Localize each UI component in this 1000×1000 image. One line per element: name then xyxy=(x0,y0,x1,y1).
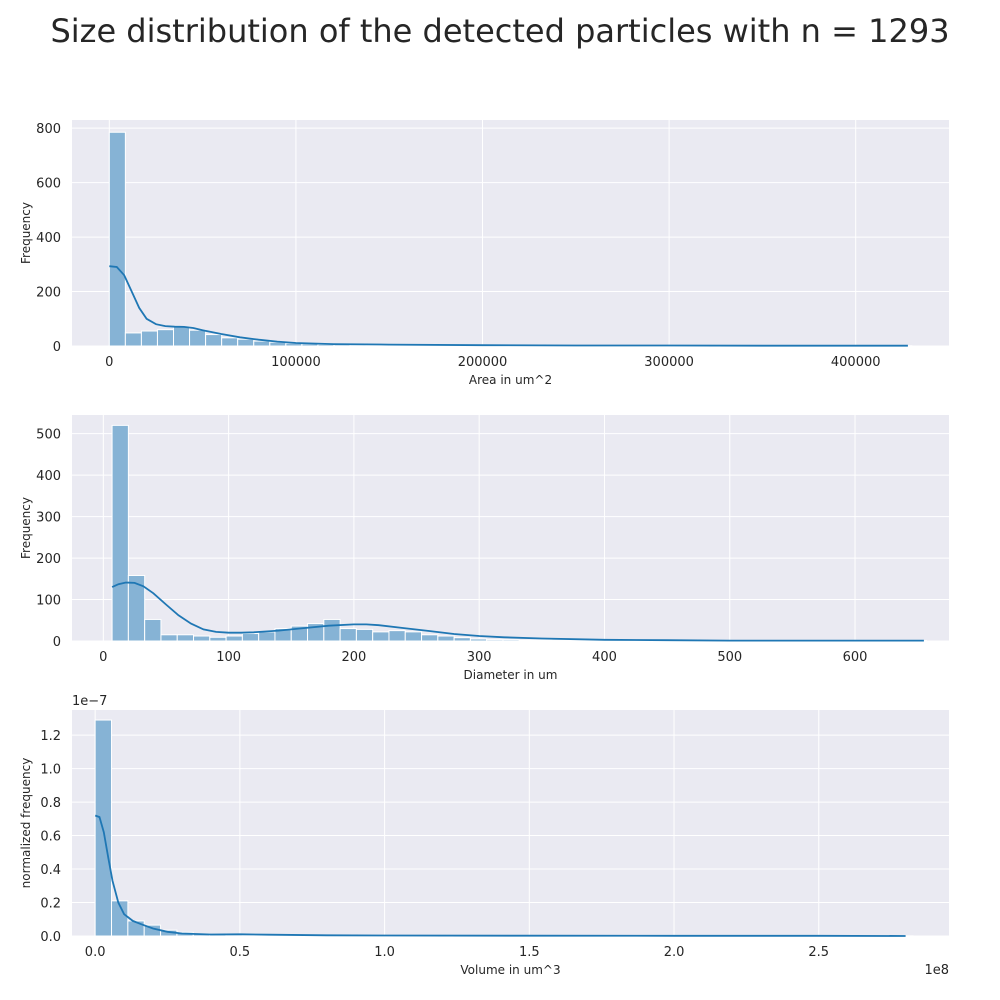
area-plot-background xyxy=(72,120,949,346)
diameter-x-tick-label: 200 xyxy=(341,650,366,665)
area-histogram-bar xyxy=(173,326,191,347)
area-histogram-bar xyxy=(221,337,239,347)
volume-y-tick-label: 1.2 xyxy=(40,729,61,744)
diameter-histogram-bar xyxy=(323,618,341,642)
diameter-histogram-bar xyxy=(388,630,406,642)
area-y-tick-label: 0 xyxy=(53,340,61,355)
diameter-x-tick-label: 500 xyxy=(717,650,742,665)
diameter-x-tick-label: 0 xyxy=(99,650,107,665)
diameter-histogram-bar xyxy=(144,618,162,642)
diameter-histogram-bar xyxy=(241,633,260,642)
diameter-histogram-bar xyxy=(421,634,439,642)
diameter-y-tick-label: 200 xyxy=(36,552,61,567)
volume-x-tick-label: 1.0 xyxy=(374,945,395,960)
area-x-tick-label: 100000 xyxy=(271,355,321,370)
diameter-kde-line xyxy=(111,581,924,642)
area-x-tick-label: 0 xyxy=(105,355,113,370)
volume-y-offset-label: 1e−7 xyxy=(72,694,107,709)
volume-histogram-bar xyxy=(111,900,129,937)
diameter-histogram-bar xyxy=(339,628,357,642)
diameter-histogram-bar xyxy=(258,631,276,642)
diameter-histogram-panel: 0 100 200 300 400 500 600 0 100 200 300 400 500 Diame… xyxy=(19,415,949,682)
diameter-histogram-bar xyxy=(176,634,195,642)
volume-x-tick-label: 0.5 xyxy=(230,945,251,960)
area-histogram-bar xyxy=(156,329,175,347)
volume-histogram-panel: 0.0 0.5 1.0 1.5 2.0 2.5 0.0 0.2 0.4 0.6 0.8 1.0 1.2 V… xyxy=(19,694,949,978)
diameter-x-axis-label: Diameter in um xyxy=(464,668,558,682)
volume-x-tick-label: 2.5 xyxy=(808,945,829,960)
diameter-x-tick-label: 100 xyxy=(216,650,241,665)
area-histogram-bar xyxy=(140,330,158,347)
volume-y-tick-label: 0.8 xyxy=(40,796,61,811)
area-histogram-bar xyxy=(124,332,142,347)
area-y-tick-label: 200 xyxy=(36,286,61,301)
volume-x-tick-label: 2.0 xyxy=(664,945,685,960)
diameter-x-tick-label: 600 xyxy=(843,650,868,665)
diameter-histogram-bar xyxy=(486,639,504,642)
volume-x-tick-label: 0.0 xyxy=(85,945,106,960)
volume-y-axis-label: normalized frequency xyxy=(19,758,33,889)
diameter-y-axis-label: Frequency xyxy=(19,497,33,559)
area-histogram-bar xyxy=(189,329,207,347)
diameter-histogram-bar xyxy=(355,628,374,642)
area-x-tick-label: 300000 xyxy=(644,355,694,370)
diameter-histogram-bar xyxy=(535,639,553,642)
diameter-histogram-bar xyxy=(111,424,129,642)
area-x-axis-label: Area in um^2 xyxy=(469,373,552,387)
area-histogram-bar xyxy=(205,334,223,347)
volume-histogram-bar xyxy=(127,920,145,937)
volume-x-tick-label: 1.5 xyxy=(519,945,540,960)
area-y-tick-label: 800 xyxy=(36,122,61,137)
diameter-x-tick-label: 300 xyxy=(467,650,492,665)
volume-x-offset-label: 1e8 xyxy=(924,963,949,978)
diameter-histogram-bar xyxy=(404,631,423,642)
volume-y-tick-label: 0.2 xyxy=(40,897,61,912)
diameter-y-tick-label: 0 xyxy=(53,635,61,650)
volume-y-tick-label: 1.0 xyxy=(40,763,61,778)
area-histogram-bar xyxy=(253,340,271,347)
area-kde-line xyxy=(109,265,908,347)
area-histogram-panel: 0 100000 200000 300000 400000 0 200 400 600 800 Ar… xyxy=(19,120,949,387)
area-histogram-bar xyxy=(237,338,255,347)
area-x-tick-label: 400000 xyxy=(831,355,881,370)
diameter-histogram-bar xyxy=(518,639,537,642)
diameter-y-tick-label: 300 xyxy=(36,511,61,526)
diameter-histogram-bar xyxy=(225,635,243,642)
diameter-histogram-bar xyxy=(437,635,455,642)
area-y-tick-label: 600 xyxy=(36,177,61,192)
diameter-y-tick-label: 400 xyxy=(36,469,61,484)
area-histogram-bar xyxy=(108,131,126,347)
diameter-histogram-bar xyxy=(160,634,178,642)
diameter-y-tick-label: 500 xyxy=(36,428,61,443)
diameter-histogram-bar xyxy=(469,638,488,642)
volume-x-axis-label: Volume in um^3 xyxy=(460,963,560,977)
volume-plot-background xyxy=(72,710,949,936)
volume-kde-line xyxy=(94,814,906,937)
diameter-histogram-bar xyxy=(193,635,211,642)
diameter-histogram-bar xyxy=(209,636,227,642)
area-y-axis-label: Frequency xyxy=(19,202,33,264)
diameter-histogram-bar xyxy=(502,639,520,642)
diameter-histogram-bar xyxy=(372,631,390,642)
diameter-plot-background xyxy=(72,415,949,641)
volume-y-tick-label: 0.4 xyxy=(40,863,61,878)
volume-y-tick-label: 0.0 xyxy=(40,930,61,945)
area-y-tick-label: 400 xyxy=(36,231,61,246)
diameter-y-tick-label: 100 xyxy=(36,594,61,609)
diameter-histogram-bar xyxy=(127,574,146,642)
diameter-x-tick-label: 400 xyxy=(592,650,617,665)
volume-y-tick-label: 0.6 xyxy=(40,830,61,845)
figure-title: Size distribution of the detected partic… xyxy=(50,12,950,50)
diameter-histogram-bar xyxy=(453,637,471,642)
area-x-tick-label: 200000 xyxy=(458,355,508,370)
